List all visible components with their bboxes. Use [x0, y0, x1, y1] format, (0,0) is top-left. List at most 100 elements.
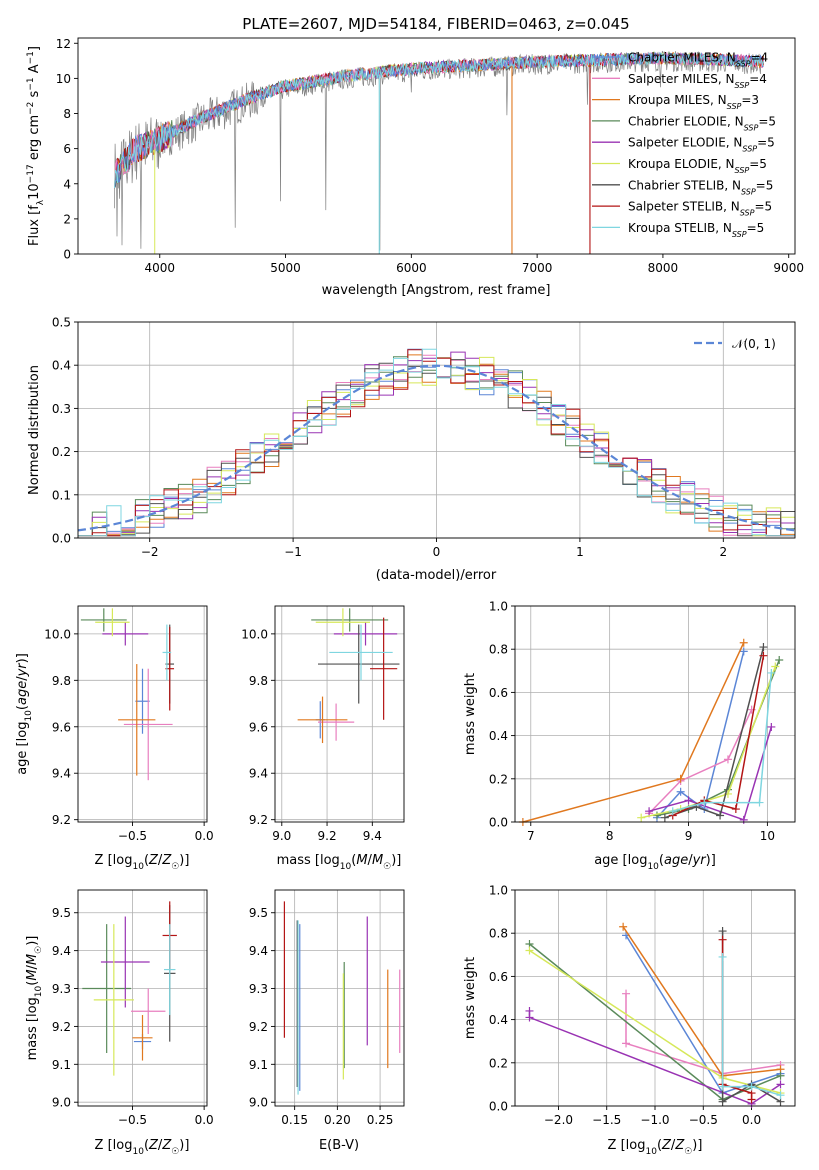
- y-tick-label: 9.0: [249, 1096, 268, 1110]
- massweight-vs-age-panel: 7 8 9 10 0.0 0.2 0.4 0.6 0.8 1.0: [489, 600, 796, 843]
- y-tick-label: 0.0: [489, 816, 508, 830]
- marker-kroupa_stelib: [718, 1082, 727, 1091]
- model-spectra: [114, 50, 765, 254]
- marker-chabrier_elodie: [776, 1071, 785, 1080]
- y-tick-label: 1.0: [489, 884, 508, 898]
- x-tick-label: −2.0: [544, 1113, 573, 1127]
- x-tick-label: −0.5: [118, 829, 147, 843]
- y-tick-label: 9.4: [249, 767, 268, 781]
- y-tick-label: 0.8: [489, 927, 508, 941]
- y-tick-label: 0.4: [52, 359, 71, 373]
- mass-vs-Z-panel: −0.5 0.0 9.0 9.1 9.2 9.3 9.4 9.5: [52, 889, 214, 1127]
- series-kroupa_stelib: [672, 672, 773, 812]
- marker-kroupa_stelib: [767, 668, 776, 677]
- y-tick-label: 9.6: [52, 720, 71, 734]
- x-tick-label: 7: [527, 829, 535, 843]
- x-tick-label: 0.0: [195, 1113, 214, 1127]
- marker-kroupa_stelib: [755, 798, 764, 807]
- marker-salpeter_miles: [622, 989, 631, 998]
- marker-salpeter_elodie: [739, 815, 748, 824]
- y-tick-label: 0.4: [489, 729, 508, 743]
- marker-chabrier_stelib: [759, 643, 768, 652]
- x-tick-label: 9.2: [318, 829, 337, 843]
- age-vs-Z-panel: −0.5 0.0 9.2 9.4 9.6 9.8 10.0: [44, 605, 214, 843]
- spectrum-axes: [77, 37, 796, 255]
- x-tick-label: 0.20: [324, 1113, 351, 1127]
- legend-label-salpeter_stelib: Salpeter STELIB, NSSP=5: [628, 200, 772, 218]
- x-tick-label: 9: [685, 829, 693, 843]
- series-salpeter_miles: [625, 993, 781, 1075]
- y-tick-label: 12: [56, 37, 71, 51]
- series-kroupa_stelib: [721, 957, 781, 1096]
- residual-axes: [77, 321, 796, 539]
- y-tick-label: 6: [63, 142, 71, 156]
- series-salpeter_miles: [648, 709, 753, 814]
- y-tick-label: 9.1: [249, 1058, 268, 1072]
- x-tick-label: 8000: [648, 261, 679, 275]
- y-tick-label: 0.6: [489, 970, 508, 984]
- marker-kroupa_miles: [676, 774, 685, 783]
- legend-label-kroupa_miles: Kroupa MILES, NSSP=3: [628, 93, 759, 111]
- marker-chabrier_miles: [739, 647, 748, 656]
- marker-salpeter_elodie: [767, 722, 776, 731]
- x-tick-label: 7000: [522, 261, 553, 275]
- axes-frame: [514, 605, 796, 823]
- legend-label-kroupa_elodie: Kroupa ELODIE, NSSP=5: [628, 157, 767, 175]
- x-tick-label: 9.0: [272, 829, 291, 843]
- marker-chabrier_stelib: [660, 813, 669, 822]
- x-tick-label: −1.0: [640, 1113, 669, 1127]
- x-tick-label: 9.4: [363, 829, 382, 843]
- series-salpeter_stelib: [672, 655, 765, 817]
- y-tick-label: 0.5: [52, 316, 71, 330]
- marker-salpeter_stelib: [718, 935, 727, 944]
- x-tick-label: −0.5: [118, 1113, 147, 1127]
- massweight-vs-Z-ylabel: mass weight: [463, 957, 478, 1039]
- y-tick-label: 0.8: [489, 643, 508, 657]
- x-tick-label: −0.5: [689, 1113, 718, 1127]
- y-tick-label: 9.3: [249, 982, 268, 996]
- marker-salpeter_elodie: [684, 796, 693, 805]
- series-salpeter_elodie: [648, 726, 773, 821]
- axes-frame: [274, 889, 405, 1107]
- marker-kroupa_miles: [739, 638, 748, 647]
- y-tick-label: 8: [63, 107, 71, 121]
- y-tick-label: 0.2: [489, 1056, 508, 1070]
- marker-chabrier_stelib: [718, 927, 727, 936]
- y-tick-label: 9.1: [52, 1058, 71, 1072]
- spectrum-xlabel: wavelength [Angstrom, rest frame]: [322, 283, 551, 298]
- y-tick-label: 4: [63, 177, 71, 191]
- massweight-vs-age-ylabel: mass weight: [463, 673, 478, 755]
- x-tick-label: 0.15: [281, 1113, 308, 1127]
- x-tick-label: −2: [141, 545, 159, 559]
- mass-vs-ebv-xlabel: E(B-V): [319, 1138, 359, 1153]
- spectrum-panel: PLATE=2607, MJD=54184, FIBERID=0463, z=0…: [26, 15, 804, 298]
- y-tick-label: 0.1: [52, 488, 71, 502]
- x-tick-label: 1: [576, 545, 584, 559]
- y-tick-label: 9.4: [249, 944, 268, 958]
- y-tick-label: 9.8: [249, 674, 268, 688]
- x-tick-label: 2: [719, 545, 727, 559]
- x-tick-label: 10: [760, 829, 775, 843]
- y-tick-label: 0.4: [489, 1013, 508, 1027]
- age-vs-mass-xlabel: mass [log10(M/M☉)]: [277, 853, 402, 872]
- marker-kroupa_stelib: [776, 1091, 785, 1100]
- residual-ylabel: Normed distribution: [27, 365, 42, 495]
- marker-kroupa_elodie: [525, 946, 534, 955]
- x-tick-label: 0.0: [742, 1113, 761, 1127]
- marker-kroupa_stelib: [700, 798, 709, 807]
- legend-label-chabrier_elodie: Chabrier ELODIE, NSSP=5: [628, 114, 776, 131]
- x-tick-label: −1: [284, 545, 302, 559]
- y-tick-label: 9.2: [52, 813, 71, 827]
- y-tick-label: 1.0: [489, 600, 508, 614]
- massweight-vs-Z-xlabel: Z [log10(Z/Z☉)]: [608, 1138, 703, 1157]
- mass-vs-Z-xlabel: Z [log10(Z/Z☉)]: [95, 1138, 190, 1157]
- marker-kroupa_miles: [619, 922, 628, 931]
- gauss-legend-label: 𝒩(0, 1): [732, 337, 776, 351]
- x-tick-label: 6000: [396, 261, 427, 275]
- y-tick-label: 9.0: [52, 1096, 71, 1110]
- axes-frame: [514, 889, 796, 1107]
- marker-chabrier_stelib: [716, 811, 725, 820]
- x-tick-label: 0.0: [195, 829, 214, 843]
- marker-kroupa_elodie: [637, 813, 646, 822]
